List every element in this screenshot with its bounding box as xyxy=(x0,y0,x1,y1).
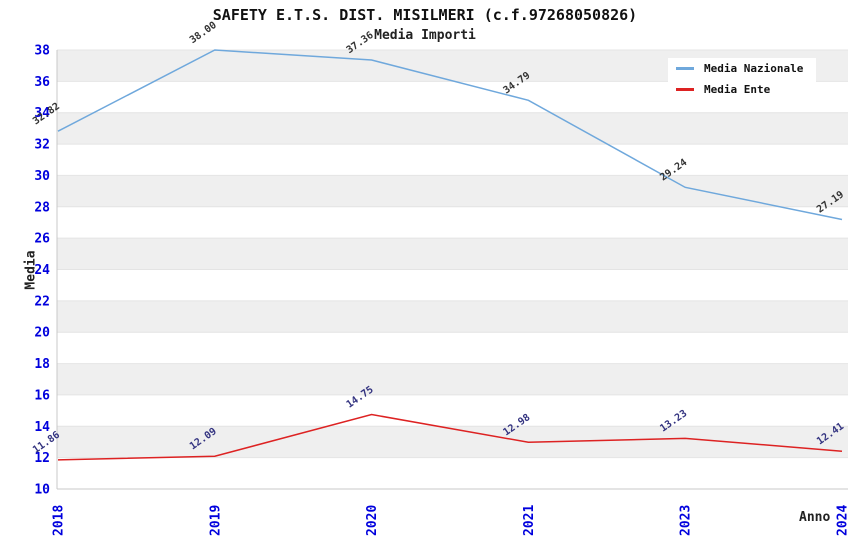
x-tick-label: 2021 xyxy=(522,505,537,536)
y-tick-label: 22 xyxy=(34,294,50,309)
x-tick-label: 2024 xyxy=(836,505,850,536)
y-tick-label: 32 xyxy=(34,138,50,153)
chart-subtitle: Media Importi xyxy=(374,28,476,43)
chart-title: SAFETY E.T.S. DIST. MISILMERI (c.f.97268… xyxy=(212,6,638,24)
y-tick-label: 10 xyxy=(34,483,50,498)
y-tick-label: 14 xyxy=(34,420,50,435)
x-tick-label: 2023 xyxy=(679,505,694,536)
legend-label: Media Nazionale xyxy=(704,62,804,75)
y-tick-label: 12 xyxy=(34,451,50,466)
legend-item-media-ente: Media Ente xyxy=(668,80,816,99)
grid-band xyxy=(57,363,848,395)
y-tick-label: 24 xyxy=(34,263,50,278)
grid-band xyxy=(57,300,848,333)
y-tick-label: 36 xyxy=(34,75,50,90)
legend-swatch-red-line xyxy=(676,88,694,91)
line-media-nazionale xyxy=(57,49,843,221)
y-tick-label: 34 xyxy=(34,106,50,121)
x-tick-label: 2019 xyxy=(208,505,223,536)
legend-label: Media Ente xyxy=(704,83,771,96)
grid-band xyxy=(57,238,848,270)
y-axis-label: Media xyxy=(23,250,39,290)
x-axis-label: Anno xyxy=(799,510,831,525)
y-tick-label: 26 xyxy=(34,232,50,247)
legend-swatch-blue-line xyxy=(676,67,694,70)
legend-item-media-nazionale: Media Nazionale xyxy=(668,59,816,78)
grid-band xyxy=(57,175,848,207)
line-media-ente xyxy=(57,413,843,461)
y-tick-label: 30 xyxy=(34,169,50,184)
y-tick-label: 18 xyxy=(34,357,50,372)
y-tick-label: 38 xyxy=(34,44,50,59)
y-tick-label: 20 xyxy=(34,326,50,341)
y-tick-label: 28 xyxy=(34,200,50,215)
grid-band xyxy=(57,426,848,458)
y-tick-label: 16 xyxy=(34,388,50,403)
x-tick-label: 2018 xyxy=(52,505,67,536)
chart-legend: Media Nazionale Media Ente xyxy=(668,58,816,100)
x-tick-label: 2020 xyxy=(365,505,380,536)
grid-band xyxy=(57,112,848,145)
